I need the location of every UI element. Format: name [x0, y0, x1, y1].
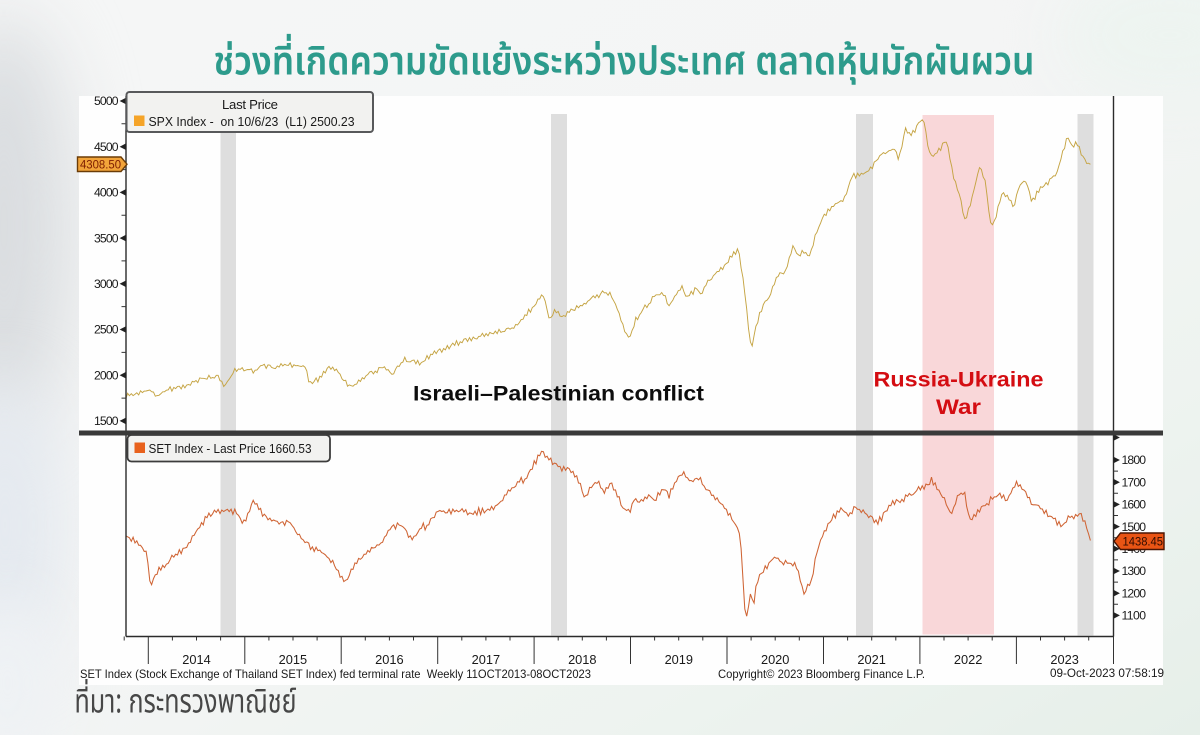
svg-text:3000: 3000 [94, 277, 119, 291]
svg-text:2022: 2022 [954, 652, 982, 667]
svg-text:SET Index (Stock Exchange of T: SET Index (Stock Exchange of Thailand SE… [80, 668, 591, 681]
svg-text:1700: 1700 [1122, 475, 1147, 489]
svg-text:1100: 1100 [1122, 609, 1147, 623]
svg-text:1300: 1300 [1122, 564, 1147, 578]
svg-text:2000: 2000 [94, 368, 119, 382]
svg-text:1800: 1800 [1122, 453, 1147, 467]
svg-text:1438.45: 1438.45 [1123, 535, 1164, 549]
svg-text:SPX Index - on 10/6/23 (L1): SPX Index - on 10/6/23 (L1) 2500.23 [149, 114, 355, 129]
svg-text:SET Index - Last Price 1660.53: SET Index - Last Price 1660.53 [149, 441, 312, 456]
svg-text:5000: 5000 [94, 94, 119, 108]
svg-text:2016: 2016 [375, 652, 403, 667]
svg-text:1500: 1500 [1122, 520, 1147, 534]
svg-text:Israeli–Palestinian conflict: Israeli–Palestinian conflict [413, 383, 704, 406]
svg-text:1200: 1200 [1122, 586, 1147, 600]
svg-text:2015: 2015 [279, 652, 307, 667]
svg-text:09-Oct-2023 07:58:19: 09-Oct-2023 07:58:19 [1050, 667, 1164, 680]
svg-text:1600: 1600 [1122, 498, 1147, 512]
svg-text:2020: 2020 [761, 652, 789, 667]
svg-text:War: War [936, 396, 981, 419]
svg-text:2500: 2500 [94, 323, 119, 337]
svg-text:2019: 2019 [665, 652, 693, 667]
svg-text:4308.50: 4308.50 [80, 158, 121, 172]
svg-text:2018: 2018 [568, 652, 596, 667]
svg-text:2017: 2017 [472, 652, 500, 667]
svg-text:3500: 3500 [94, 231, 119, 245]
svg-text:2014: 2014 [182, 652, 210, 667]
svg-text:Copyright© 2023 Bloomberg Fina: Copyright© 2023 Bloomberg Finance L.P. [718, 668, 925, 681]
svg-text:4000: 4000 [94, 186, 119, 200]
svg-text:Last Price: Last Price [222, 97, 278, 112]
svg-text:1500: 1500 [94, 414, 119, 428]
svg-text:Russia-Ukraine: Russia-Ukraine [874, 369, 1044, 392]
svg-text:2023: 2023 [1050, 652, 1078, 667]
svg-text:2021: 2021 [857, 652, 885, 667]
svg-text:4500: 4500 [94, 140, 119, 154]
